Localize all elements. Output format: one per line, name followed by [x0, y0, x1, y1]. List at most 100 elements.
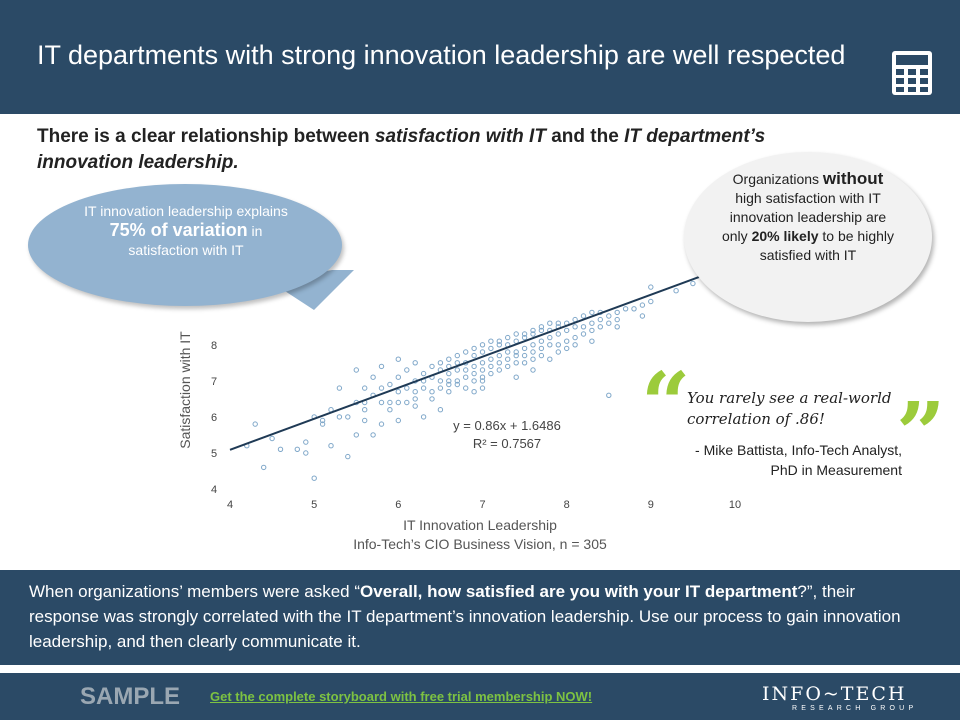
data-point: [479, 360, 486, 366]
y-axis-label: Satisfaction with IT: [177, 331, 193, 449]
data-point: [479, 367, 486, 373]
data-point: [412, 360, 418, 366]
bottom-band: [0, 570, 960, 665]
data-point: [505, 363, 511, 370]
data-point: [597, 316, 603, 323]
free-trial-link[interactable]: Get the complete storyboard with free tr…: [210, 689, 593, 704]
data-point: [505, 356, 511, 362]
data-point: [505, 349, 511, 355]
x-axis-label: IT Innovation Leadership: [403, 517, 557, 533]
data-point: [538, 327, 545, 334]
data-point: [378, 399, 385, 406]
summary-text: When organizations’ members were asked “…: [29, 582, 901, 651]
data-point: [370, 374, 376, 380]
data-point: [395, 399, 402, 406]
data-point: [471, 378, 477, 384]
data-point: [530, 349, 536, 355]
x-tick-label: 10: [729, 499, 741, 511]
data-point: [547, 342, 553, 348]
data-point: [521, 334, 528, 341]
data-point: [580, 331, 587, 337]
data-point: [454, 378, 460, 384]
chart-caption: Info-Tech’s CIO Business Vision, n = 305: [353, 536, 607, 552]
data-point: [362, 407, 368, 413]
data-point: [538, 352, 545, 359]
data-point: [387, 381, 393, 388]
data-point: [564, 327, 570, 334]
x-tick-labels: 4 5 6 7 8 9 10: [227, 499, 741, 511]
data-point: [488, 338, 494, 344]
data-point: [387, 407, 393, 413]
data-point: [387, 399, 393, 406]
data-point: [513, 374, 519, 380]
data-point: [378, 363, 385, 370]
data-point: [639, 313, 646, 319]
data-point: [589, 338, 595, 344]
data-point: [269, 435, 275, 442]
y-tick-label: 4: [211, 484, 217, 496]
data-point: [513, 352, 519, 359]
data-point: [404, 367, 410, 373]
data-point: [589, 327, 595, 334]
data-point: [362, 417, 368, 424]
data-point: [395, 374, 402, 380]
data-point: [328, 443, 334, 449]
data-point: [420, 370, 427, 377]
y-tick-label: 6: [211, 412, 217, 424]
data-point: [530, 331, 536, 337]
data-point: [530, 342, 536, 348]
data-point: [437, 407, 444, 413]
data-point: [547, 334, 553, 341]
data-point: [555, 349, 561, 355]
data-point: [437, 378, 444, 384]
data-point: [345, 453, 351, 460]
data-point: [521, 360, 528, 366]
data-point: [488, 370, 494, 377]
data-point: [404, 385, 410, 391]
data-point: [353, 432, 360, 438]
trendline-equation: y = 0.86x + 1.6486: [453, 418, 561, 433]
y-tick-label: 7: [211, 376, 217, 388]
data-point: [547, 320, 553, 326]
data-point: [530, 367, 536, 373]
page-title: IT departments with strong innovation le…: [37, 40, 846, 70]
data-point: [454, 360, 460, 366]
data-point: [395, 417, 402, 424]
data-point: [521, 352, 528, 359]
callout-bubble-right: Organizations without high satisfaction …: [684, 152, 932, 322]
data-point: [303, 450, 309, 456]
data-point: [471, 389, 477, 395]
x-tick-label: 5: [311, 499, 317, 511]
data-point: [622, 306, 629, 312]
trendline: [229, 272, 711, 451]
data-point: [463, 349, 469, 355]
data-point: [471, 370, 477, 377]
data-point: [488, 345, 494, 352]
data-point: [479, 374, 486, 380]
data-point: [538, 338, 545, 344]
data-point: [614, 309, 620, 316]
data-point: [463, 367, 469, 373]
data-point: [412, 396, 418, 402]
data-point: [362, 385, 368, 391]
data-point: [673, 288, 679, 294]
sample-label: SAMPLE: [80, 683, 181, 710]
data-point: [420, 414, 427, 420]
data-point: [395, 356, 402, 362]
data-point: [252, 421, 258, 427]
data-point: [564, 345, 570, 352]
quote-attribution: - Mike Battista, Info-Tech Analyst, PhD …: [695, 442, 902, 478]
y-tick-labels: 4 5 6 7 8: [211, 340, 217, 496]
data-point: [446, 356, 452, 362]
data-point: [429, 363, 435, 370]
data-point: [319, 417, 326, 424]
data-point: [437, 385, 444, 391]
data-point: [547, 356, 553, 362]
data-point: [513, 360, 519, 366]
data-point: [370, 432, 376, 438]
bubble-shape: [28, 184, 342, 306]
logo-sub-text: RESEARCH GROUP: [792, 705, 918, 712]
bubble-shape: [684, 152, 932, 322]
data-point: [496, 360, 502, 366]
data-point: [631, 306, 637, 312]
